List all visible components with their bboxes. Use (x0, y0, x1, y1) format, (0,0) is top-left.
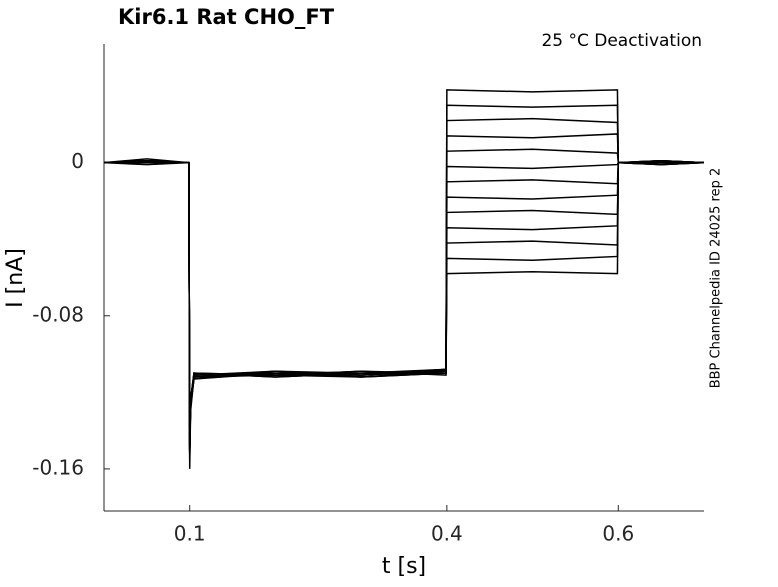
y-tick-label: -0.08 (32, 302, 84, 326)
trace (104, 161, 704, 450)
trace (103, 159, 705, 454)
x-tick-label: 0.4 (431, 522, 463, 546)
trace (103, 117, 704, 450)
x-tick-label: 0.1 (174, 522, 206, 546)
trace (103, 89, 705, 469)
chart-title: Kir6.1 Rat CHO_FT (118, 5, 335, 29)
trace (103, 159, 705, 450)
x-tick-label: 0.6 (602, 522, 634, 546)
trace (103, 161, 704, 450)
side-note: BBP Channelpedia ID 24025 rep 2 (709, 168, 724, 389)
y-axis-label: I [nA] (3, 248, 28, 308)
trace (104, 133, 705, 450)
trace (103, 104, 705, 460)
trace (103, 159, 705, 454)
trace (103, 159, 705, 450)
trace (104, 161, 704, 452)
y-tick-label: 0 (71, 149, 84, 173)
x-axis-label: t [s] (382, 554, 426, 579)
trace (104, 161, 704, 448)
chart-subtitle: 25 °C Deactivation (541, 31, 702, 51)
y-tick-label: -0.16 (32, 455, 84, 479)
trace (103, 148, 704, 446)
